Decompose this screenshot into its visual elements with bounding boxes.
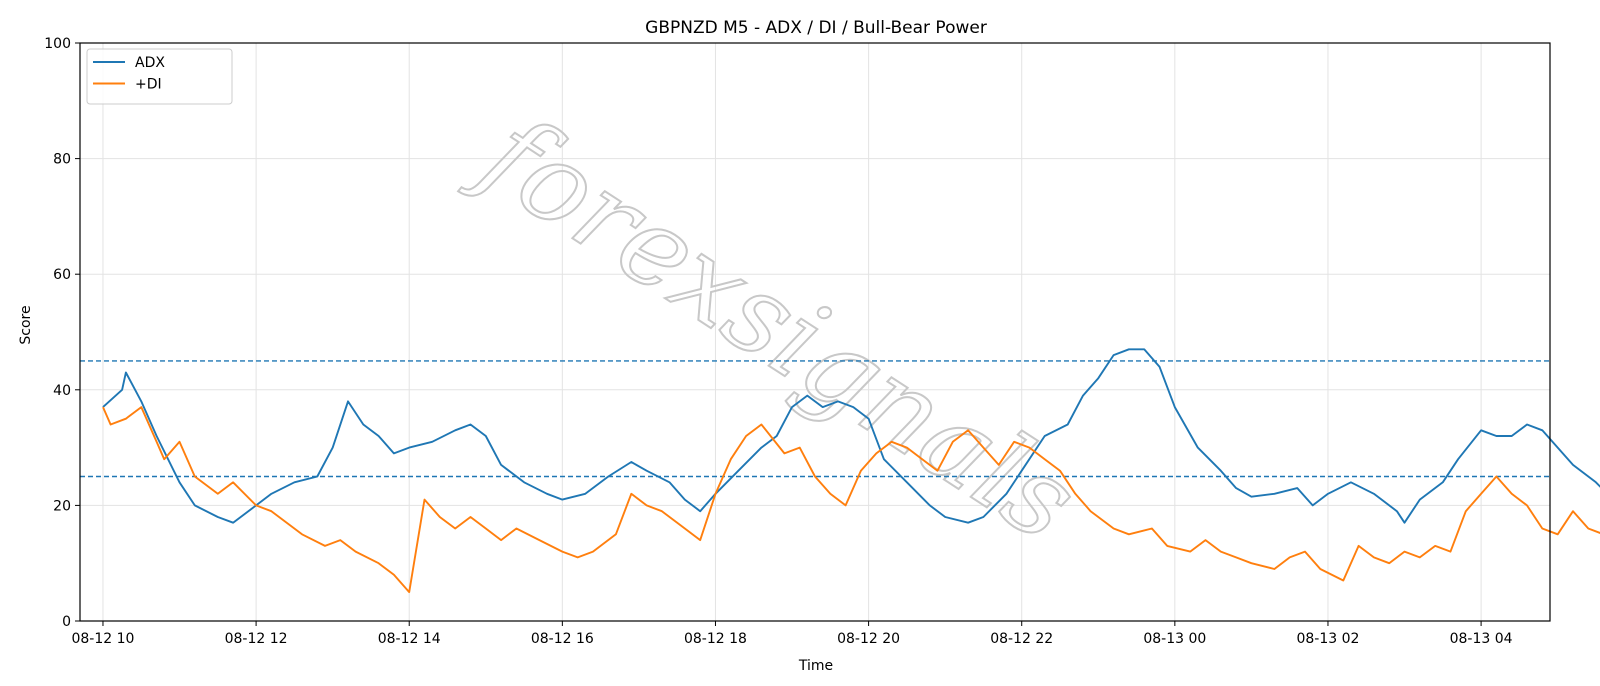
legend: ADX +DI	[86, 48, 233, 105]
x-tick-label: 08-12 12	[225, 631, 288, 647]
y-tick-label: 100	[44, 36, 71, 52]
x-axis: 08-12 10 08-12 12 08-12 14 08-12 16 08-12 18…	[71, 621, 1513, 647]
plot-frame	[79, 42, 1551, 622]
x-tick-label: 08-13 02	[1296, 631, 1359, 647]
legend-entry-label: +DI	[135, 77, 162, 93]
y-tick-label: 0	[62, 614, 71, 630]
legend-entry-label: ADX	[135, 55, 165, 71]
x-tick-label: 08-12 22	[990, 631, 1053, 647]
y-tick-label: 60	[53, 267, 71, 283]
x-tick-label: 08-12 10	[71, 631, 134, 647]
y-tick-label: 40	[53, 383, 71, 399]
series-line-adx	[102, 348, 1600, 524]
x-axis-title: Time	[798, 658, 833, 674]
series-layer	[102, 348, 1600, 594]
y-axis-title: Score	[18, 305, 34, 344]
x-tick-label: 08-12 16	[531, 631, 594, 647]
x-tick-label: 08-12 14	[378, 631, 441, 647]
x-tick-label: 08-12 18	[684, 631, 747, 647]
series-line--di	[102, 406, 1600, 594]
x-tick-label: 08-12 20	[837, 631, 900, 647]
chart-title: GBPNZD M5 - ADX / DI / Bull-Bear Power	[645, 18, 987, 38]
y-axis: 0 20 40 60 80 100	[44, 36, 80, 630]
x-tick-label: 08-13 00	[1143, 631, 1206, 647]
reference-lines	[80, 360, 1550, 478]
y-tick-label: 20	[53, 498, 71, 514]
x-tick-label: 08-13 04	[1450, 631, 1513, 647]
y-tick-label: 80	[53, 152, 71, 168]
